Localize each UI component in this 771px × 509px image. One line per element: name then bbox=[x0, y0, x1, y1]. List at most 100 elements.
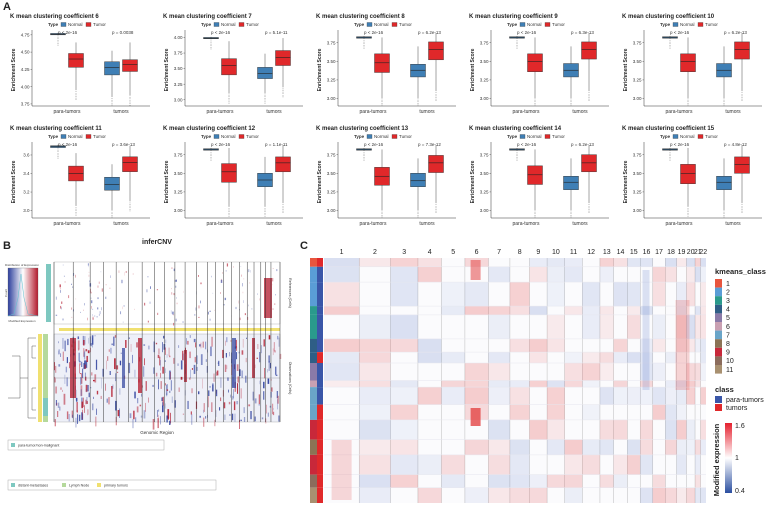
ref-stripe bbox=[241, 275, 242, 277]
outlier bbox=[76, 212, 77, 213]
heat-tile bbox=[653, 387, 666, 405]
outlier bbox=[265, 100, 266, 101]
kmeans-swatch-5 bbox=[715, 313, 722, 322]
outlier bbox=[364, 40, 365, 41]
cnv-stripe bbox=[233, 396, 234, 400]
outlier bbox=[670, 47, 671, 48]
cnv-stripe bbox=[76, 398, 77, 402]
legend-swatch-normal bbox=[367, 135, 372, 139]
y-tick-label: 3.00 bbox=[174, 208, 183, 213]
cnv-stripe bbox=[268, 379, 270, 384]
cnv-stripe bbox=[158, 410, 159, 412]
cnv-stripe bbox=[273, 412, 274, 415]
p-value-left: p < 2e-16 bbox=[364, 142, 384, 147]
cnv-stripe bbox=[187, 341, 189, 345]
outlier bbox=[436, 212, 437, 213]
cnv-stripe bbox=[227, 365, 228, 369]
outlier bbox=[283, 208, 284, 209]
outlier bbox=[229, 211, 230, 212]
legend-type: Type bbox=[660, 22, 671, 27]
y-axis-label: Enrichment Score bbox=[317, 160, 323, 203]
cnv-stripe bbox=[114, 358, 116, 369]
ref-stripe bbox=[75, 275, 76, 278]
ref-stripe bbox=[150, 302, 151, 304]
heat-tile bbox=[614, 339, 628, 352]
outlier bbox=[742, 97, 743, 98]
outlier bbox=[571, 213, 572, 214]
cnv-stripe bbox=[63, 338, 64, 349]
ref-stripe bbox=[61, 307, 62, 309]
outlier bbox=[229, 216, 230, 217]
ref-stripe bbox=[109, 288, 110, 289]
cnv-stripe bbox=[191, 411, 192, 414]
cnv-stripe bbox=[96, 409, 97, 415]
class-annotation bbox=[317, 339, 323, 352]
heat-tile bbox=[640, 455, 653, 475]
cnv-stripe bbox=[241, 388, 242, 398]
heat-tile bbox=[391, 258, 418, 267]
cnv-stripe bbox=[134, 392, 136, 399]
chromosome-label-5: 5 bbox=[451, 249, 455, 256]
x-label-tumors: tumors bbox=[266, 109, 282, 115]
legend-swatch-primary bbox=[97, 483, 101, 487]
cnv-stripe bbox=[205, 416, 206, 419]
legend-normal: Normal bbox=[68, 134, 83, 139]
outlier bbox=[724, 101, 725, 102]
outlier bbox=[436, 99, 437, 100]
outlier bbox=[265, 95, 266, 96]
cnv-stripe bbox=[219, 407, 220, 410]
heat-tile bbox=[582, 381, 600, 388]
legend-swatch-normal bbox=[520, 23, 525, 27]
plot-title: K mean clustering coefficient 10 bbox=[622, 14, 715, 20]
outlier bbox=[211, 45, 212, 46]
cnv-stripe bbox=[146, 381, 147, 391]
references-label: References (Cells) bbox=[288, 278, 292, 308]
outlier bbox=[688, 208, 689, 209]
cnv-stripe bbox=[259, 404, 260, 406]
outlier bbox=[76, 209, 77, 210]
kmeans-annotation bbox=[310, 267, 317, 282]
chr19-amplification bbox=[676, 300, 690, 390]
outlier bbox=[436, 100, 437, 101]
cnv-heatmap bbox=[324, 258, 706, 503]
legend-tumor: Tumor bbox=[246, 22, 259, 27]
heat-tile bbox=[418, 488, 442, 503]
kmeans-swatch-8 bbox=[715, 339, 722, 348]
ref-stripe bbox=[176, 280, 177, 282]
cnv-stripe bbox=[233, 389, 234, 398]
infercnv-heatmap bbox=[38, 262, 281, 430]
ref-stripe bbox=[64, 276, 65, 277]
legend-normal: Normal bbox=[221, 134, 236, 139]
cnv-stripe bbox=[244, 417, 245, 422]
outlier bbox=[571, 105, 572, 106]
ref-stripe bbox=[56, 315, 57, 316]
outlier bbox=[229, 214, 230, 215]
cnv-stripe bbox=[195, 342, 196, 347]
y-axis-label: Enrichment Score bbox=[470, 160, 476, 203]
cnv-stripe bbox=[271, 387, 272, 391]
heat-tile bbox=[547, 405, 565, 420]
y-tick-label: 3.2 bbox=[23, 190, 30, 195]
cnv-stripe bbox=[162, 367, 163, 374]
heat-tile bbox=[391, 405, 418, 420]
ref-stripe bbox=[60, 284, 61, 287]
cnv-stripe bbox=[262, 417, 263, 419]
outlier bbox=[742, 212, 743, 213]
class-annotation bbox=[317, 258, 323, 267]
cnv-stripe bbox=[136, 342, 137, 347]
p-value-right: p = 1.1e-11 bbox=[265, 142, 288, 147]
cnv-stripe bbox=[208, 390, 209, 396]
chromosome-label-19: 19 bbox=[678, 249, 686, 256]
observation-dendrogram bbox=[8, 338, 36, 418]
legend-type: Type bbox=[201, 134, 212, 139]
ref-stripe bbox=[106, 284, 107, 285]
scale-title: Modified expression bbox=[712, 423, 721, 496]
outlier bbox=[688, 210, 689, 211]
cnv-stripe bbox=[225, 365, 227, 372]
ref-stripe bbox=[62, 319, 63, 321]
y-tick-label: 4.00 bbox=[21, 84, 30, 89]
ref-stripe bbox=[248, 269, 249, 272]
kmeans-label-1: 1 bbox=[726, 281, 730, 288]
